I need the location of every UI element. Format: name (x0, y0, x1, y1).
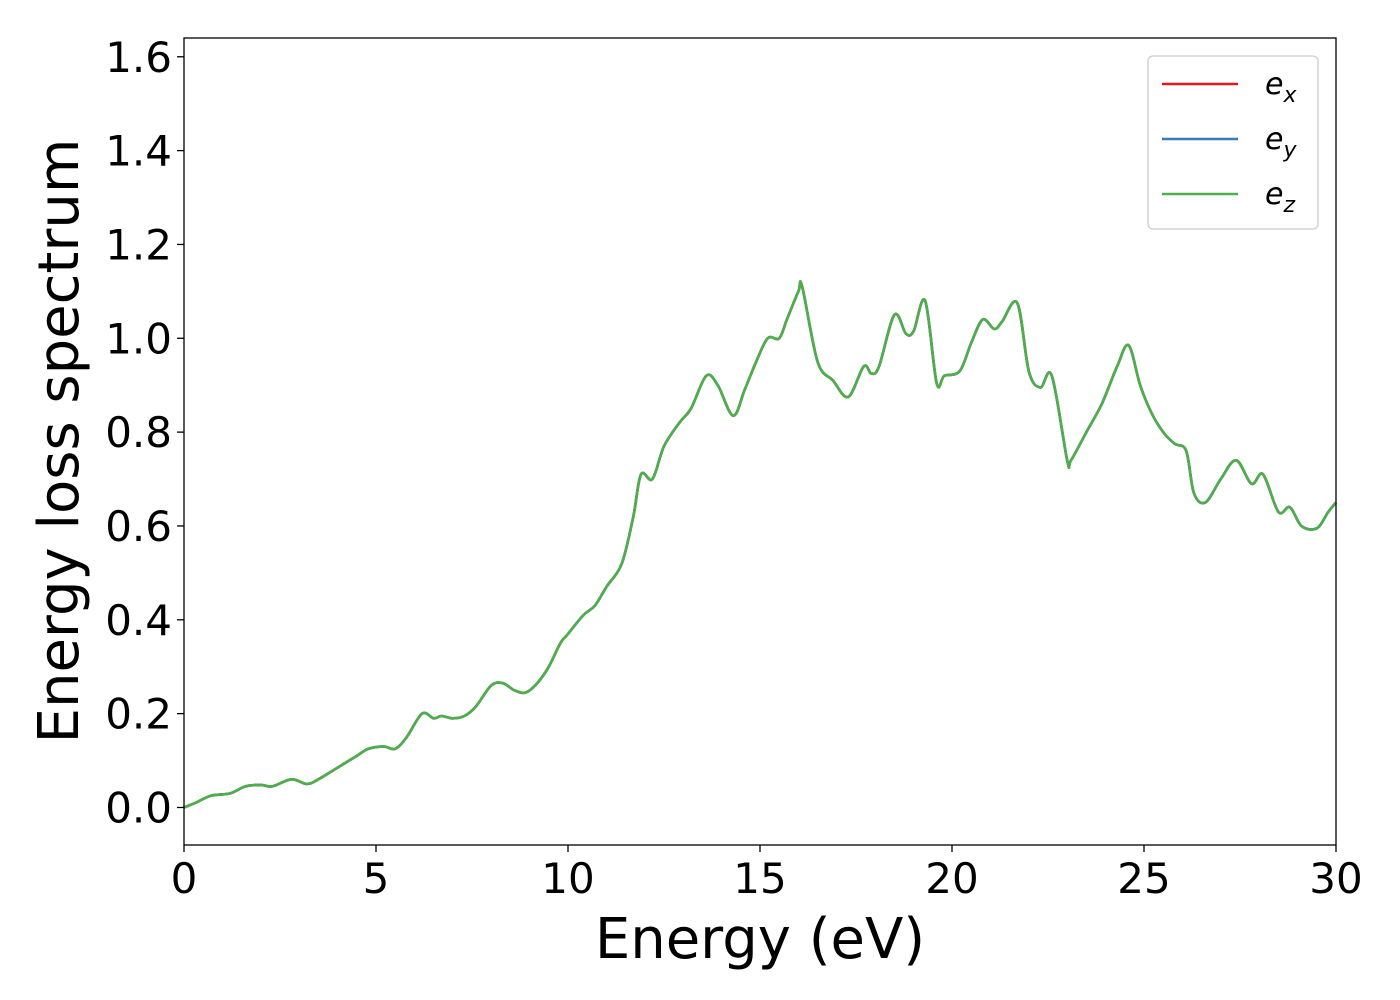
x-axis: 0 5 10 15 20 25 30 (171, 845, 1363, 903)
x-tick-label: 10 (541, 854, 594, 903)
y-tick-label: 0.2 (105, 690, 172, 739)
x-tick-label: 30 (1309, 854, 1362, 903)
legend-label-subscript: z (1282, 193, 1295, 218)
plot-frame (183, 37, 1337, 846)
y-axis-title: Energy loss spectrum (27, 139, 92, 744)
y-tick-label: 1.2 (105, 220, 172, 269)
y-tick-label: 1.0 (105, 314, 172, 363)
legend-label-subscript: y (1282, 138, 1297, 163)
legend-label-ez: ez (1265, 177, 1295, 218)
legend-label-ex: ex (1265, 67, 1297, 108)
x-axis-title: Energy (eV) (595, 907, 925, 972)
legend-label-base: e (1265, 67, 1283, 102)
x-tick-label: 15 (733, 854, 786, 903)
series-line-ez (183, 280, 1338, 809)
y-tick-label: 0.4 (105, 596, 172, 645)
legend-label-ey: ey (1265, 122, 1297, 163)
series-lines (183, 280, 1338, 809)
y-tick-label: 0.6 (105, 502, 172, 551)
legend-frame (1147, 55, 1319, 230)
x-tick-label: 20 (925, 854, 978, 903)
x-tick-label: 5 (363, 854, 390, 903)
y-tick-label: 1.4 (105, 127, 172, 176)
y-axis: 0.0 0.2 0.4 0.6 0.8 1.0 1.2 1.4 1.6 (105, 33, 184, 832)
x-tick-label: 25 (1117, 854, 1170, 903)
plot-background (184, 38, 1336, 845)
y-tick-label: 0.0 (105, 783, 172, 832)
y-tick-label: 1.6 (105, 33, 172, 82)
legend-label-base: e (1265, 122, 1283, 157)
y-tick-label: 0.8 (105, 408, 172, 457)
legend-label-subscript: x (1282, 83, 1297, 108)
x-tick-label: 0 (171, 854, 198, 903)
legend-label-base: e (1265, 177, 1283, 212)
